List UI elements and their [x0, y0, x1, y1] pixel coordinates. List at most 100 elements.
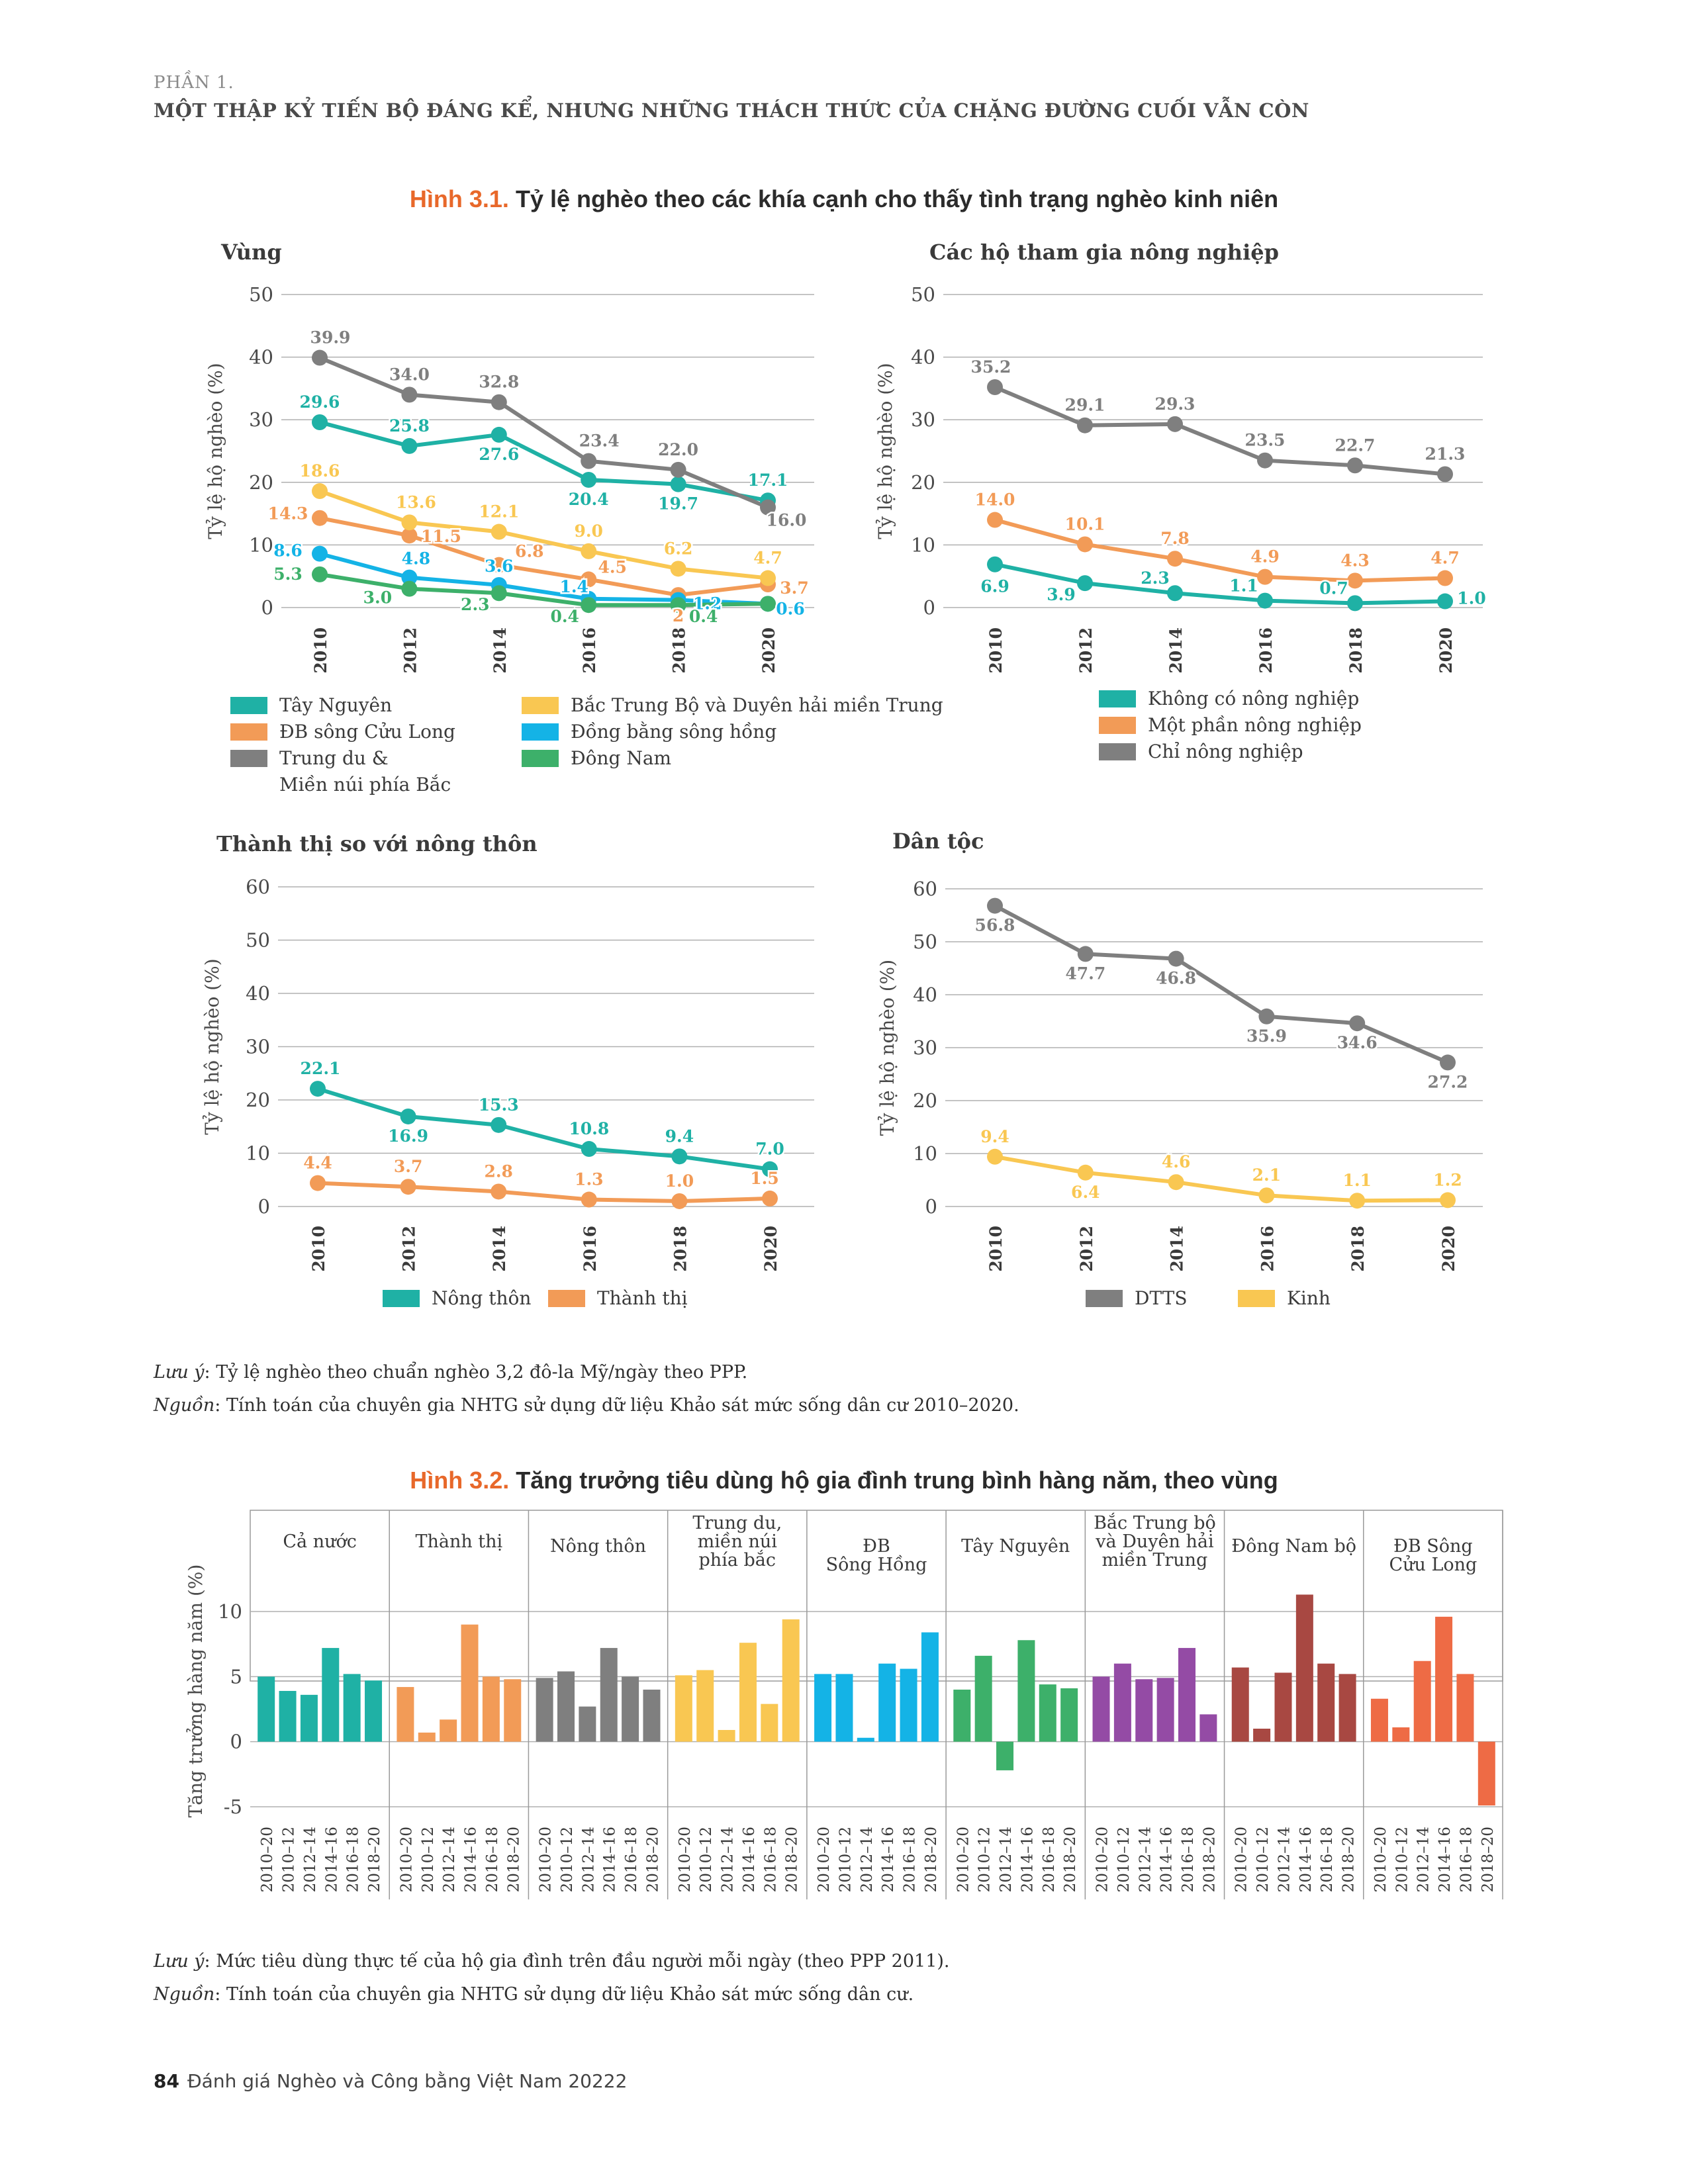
data-point: [401, 514, 418, 531]
data-label: 21.3: [1425, 445, 1466, 464]
data-point: [491, 585, 507, 602]
data-point: [987, 556, 1003, 572]
series-line: [317, 1087, 771, 1171]
y-tick-label: 30: [913, 1036, 937, 1059]
y-tick-label: 60: [913, 878, 937, 900]
figure-1-number: Hình 3.1.: [409, 185, 509, 212]
data-label: 6.9: [980, 577, 1009, 596]
data-label: 16.9: [388, 1126, 428, 1146]
bar: [1113, 1663, 1131, 1742]
x-tick-label: 2010: [986, 627, 1006, 674]
bar: [878, 1663, 896, 1742]
legend-swatch: [230, 750, 267, 767]
data-label: 1.4: [559, 577, 588, 596]
y-tick-label: 50: [911, 283, 935, 306]
data-label: 18.6: [300, 461, 340, 480]
data-label: 3.9: [1047, 585, 1076, 604]
bar: [857, 1737, 874, 1742]
x-tick-label: 2010–12: [837, 1827, 854, 1892]
series-line: [319, 420, 769, 503]
series-line: [319, 516, 769, 598]
data-label: 1.1: [1342, 1171, 1372, 1190]
data-label: 39.9: [310, 328, 351, 347]
legend-label: Chỉ nông nghiệp: [1148, 741, 1303, 762]
group-label: Nông thôn: [550, 1536, 646, 1557]
bar: [504, 1679, 522, 1742]
data-label: 11.5: [421, 527, 461, 546]
data-label: 4.5: [598, 557, 627, 576]
data-point: [401, 387, 418, 403]
bar: [1317, 1663, 1335, 1742]
data-point: [1347, 457, 1363, 474]
bar: [397, 1687, 414, 1742]
data-label: 9.4: [665, 1126, 694, 1146]
data-point: [401, 569, 418, 586]
data-label: 2.8: [484, 1161, 513, 1181]
x-tick-label: 2016–18: [762, 1827, 779, 1892]
figure-2-title: Hình 3.2. Tăng trưởng tiêu dùng hộ gia đ…: [0, 1467, 1688, 1494]
data-point: [581, 472, 597, 488]
x-tick-label: 2012: [400, 627, 420, 674]
y-axis-label: Tỷ lệ hộ nghèo (%): [201, 958, 223, 1134]
x-tick-label: 2014–16: [602, 1827, 619, 1892]
figure-2-caption: Tăng trưởng tiêu dùng hộ gia đình trung …: [516, 1467, 1278, 1494]
bar: [536, 1678, 553, 1742]
data-point: [491, 1116, 507, 1133]
data-label: 1.1: [1229, 576, 1258, 596]
x-tick-label: 2018–20: [644, 1827, 661, 1892]
bar: [718, 1729, 735, 1742]
data-point: [312, 349, 328, 366]
x-tick-label: 2014: [1166, 627, 1186, 674]
y-tick-label: 5: [230, 1665, 242, 1688]
x-tick-label: 2020: [1439, 1226, 1458, 1272]
series-line: [317, 1181, 771, 1203]
data-label: 9.0: [574, 522, 603, 541]
series-line: [319, 551, 769, 606]
data-label: 3.0: [363, 588, 393, 608]
data-point: [1257, 452, 1273, 469]
data-point: [762, 1161, 778, 1177]
data-label: 29.6: [300, 392, 340, 412]
y-tick-label: 10: [911, 533, 935, 556]
x-tick-label: 2012–14: [580, 1827, 597, 1892]
x-tick-label: 2010: [986, 1226, 1006, 1272]
data-label: 6.2: [664, 539, 693, 558]
data-point: [1347, 572, 1363, 589]
data-label: 1.5: [750, 1169, 779, 1188]
source-label: Nguồn: [154, 1984, 215, 2005]
data-point: [987, 1148, 1003, 1165]
legend-swatch: [522, 697, 559, 714]
bar: [1435, 1616, 1453, 1742]
x-tick-label: 2018–20: [1062, 1827, 1079, 1892]
chart-consumption: -5 0 5 10 Tăng trưởng hàng năm (%) Cả nước 201…: [185, 1510, 1503, 1899]
data-point: [581, 453, 597, 469]
x-tick-label: 2012–14: [1415, 1827, 1432, 1892]
bar: [1199, 1714, 1217, 1742]
source-label: Nguồn: [154, 1395, 215, 1416]
group-label: ĐB: [863, 1536, 890, 1557]
page-footer: 84 Đánh giá Nghèo và Công bằng Việt Nam 2…: [154, 2070, 627, 2092]
source-text: : Tính toán của chuyên gia NHTG sử dụng …: [214, 1984, 914, 2005]
chart-title: Thành thị so với nông thôn: [216, 831, 538, 856]
data-label: 15.3: [479, 1095, 519, 1115]
x-tick-label: 2010–20: [1372, 1827, 1389, 1892]
data-label: 10.8: [569, 1119, 609, 1138]
data-point: [1168, 1174, 1184, 1191]
note-label: Lưu ý: [154, 1362, 205, 1383]
x-tick-label: 2016: [1258, 1226, 1277, 1272]
data-label: 8.6: [273, 541, 303, 561]
data-label: 34.0: [389, 365, 430, 384]
data-point: [1437, 466, 1453, 482]
data-label: 22.1: [301, 1059, 341, 1078]
data-point: [1168, 950, 1184, 967]
y-tick-label: 0: [925, 1195, 937, 1218]
data-label: 23.5: [1245, 431, 1286, 450]
source-text: : Tính toán của chuyên gia NHTG sử dụng …: [214, 1395, 1019, 1416]
y-tick-label: 30: [249, 408, 273, 431]
data-label: 4.3: [1340, 551, 1370, 570]
y-tick-label: 20: [911, 471, 935, 494]
x-tick-label: 2010–12: [1254, 1827, 1272, 1892]
data-label: 12.1: [479, 502, 519, 522]
bar: [1295, 1594, 1313, 1742]
data-point: [1437, 593, 1453, 610]
